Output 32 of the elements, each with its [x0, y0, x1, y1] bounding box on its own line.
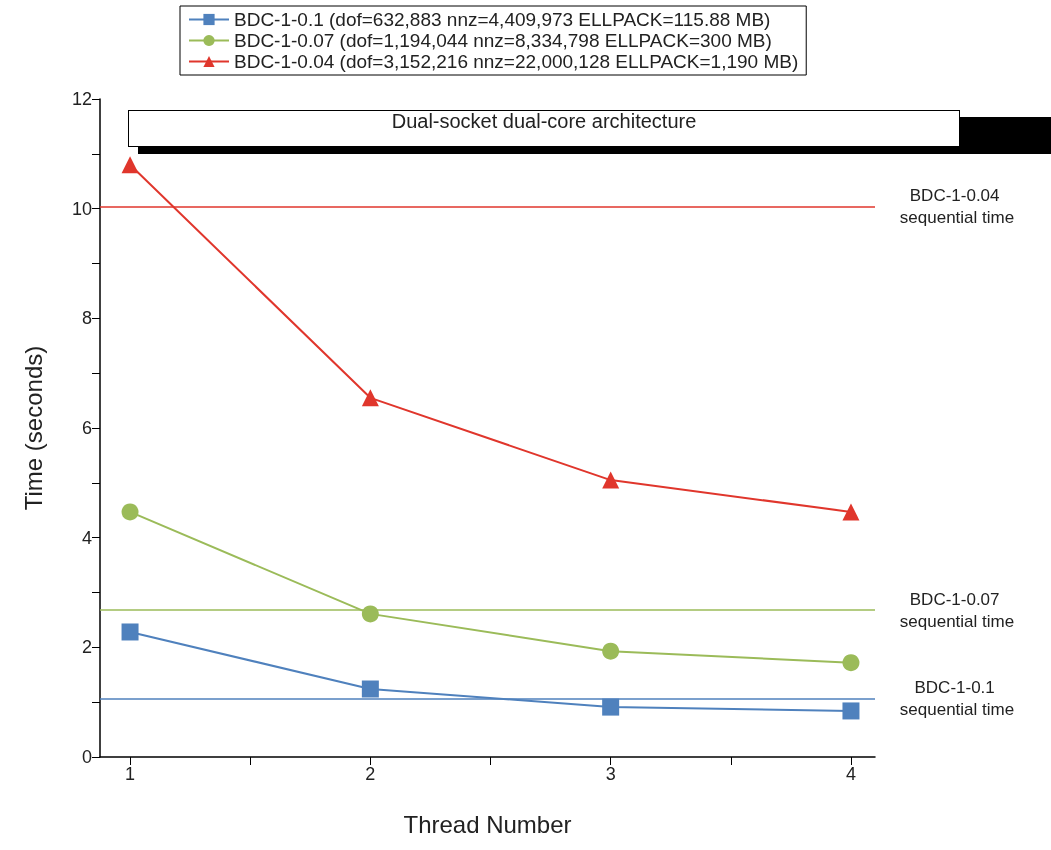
y-tick-label: 8: [81, 308, 92, 329]
point: [121, 503, 139, 521]
point: [361, 680, 379, 698]
y-tick-label: 2: [81, 637, 92, 658]
y-tick-label: 6: [81, 418, 92, 438]
x-tick-label: 4: [845, 764, 856, 784]
y-tick-label: 12: [71, 89, 92, 109]
y-axis-title: Time (seconds): [19, 345, 47, 511]
y-tick-label: 10: [71, 198, 92, 219]
point: [361, 389, 379, 407]
point: [121, 156, 139, 174]
point: [602, 698, 620, 716]
point: [361, 605, 379, 623]
y-tick-label: 0: [81, 747, 92, 767]
point: [602, 471, 620, 489]
point: [842, 503, 860, 521]
legend-label: BDC-1-0.07 (dof=1,194,044 nnz=8,334,798 ELLPACK=300 MB): [234, 30, 772, 51]
point: [842, 654, 860, 672]
legend-label: BDC-1-0.1 (dof=632,883 nnz=4,409,973 ELLPACK=115.88 MB): [234, 9, 771, 30]
x-tick-label: 1: [125, 764, 136, 784]
ref-line-label: BDC-1-0.1 sequential time: [899, 678, 1015, 720]
x-tick-label: 2: [365, 764, 376, 784]
point: [842, 702, 860, 720]
legend-label: BDC-1-0.04 (dof=3,152,216 nnz=22,000,128 ELLPACK=1,190 MB): [234, 51, 799, 72]
x-tick-label: 3: [605, 764, 616, 784]
annotation: Dual-socket dual-core architecture: [128, 110, 960, 147]
y-tick-label: 4: [81, 527, 92, 548]
ref-line-label: BDC-1-0.04 sequential time: [899, 185, 1015, 227]
point: [121, 623, 139, 641]
point: [602, 642, 620, 660]
x-axis-title: Thread Number: [403, 810, 572, 838]
ref-line-label: BDC-1-0.07 sequential time: [899, 589, 1015, 631]
